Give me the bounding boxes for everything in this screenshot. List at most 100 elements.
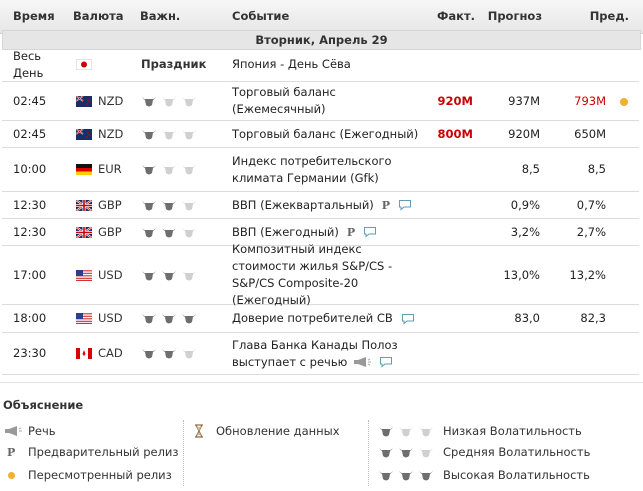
legend-item: Средняя Волатильность xyxy=(378,443,590,461)
currency-code: GBP xyxy=(98,197,122,212)
flag-icon xyxy=(76,95,92,107)
legend-icon xyxy=(378,425,443,438)
importance xyxy=(141,192,221,218)
volatility-icons xyxy=(141,226,197,239)
event-row: 23:30 CAD Глава Банка Канады Полоз выступа… xyxy=(2,333,639,375)
event-row: 10:00 EUR Индекс потребительского климата … xyxy=(2,148,639,192)
volatility-icons xyxy=(141,347,197,360)
event-name: Доверие потребителей CB xyxy=(232,311,393,325)
volatility-icons xyxy=(141,163,197,176)
currency-code: USD xyxy=(98,311,123,325)
bull-icon xyxy=(142,313,156,324)
time: 10:00 xyxy=(13,162,47,176)
bull-icon xyxy=(399,425,413,436)
column-header: Важн. xyxy=(140,9,181,23)
legend-label: Низкая Волатильность xyxy=(443,424,582,438)
legend-label: Предварительный релиз xyxy=(28,445,179,459)
flag-icon xyxy=(76,226,92,238)
legend-label: Средняя Волатильность xyxy=(443,445,591,459)
bull-icon xyxy=(419,425,433,436)
forecast: 920M xyxy=(508,126,540,141)
table-header: Время Валюта Важн. Событие Факт. Прогноз Пред. xyxy=(0,0,643,34)
event-text: Торговый баланс (Ежемесячный) xyxy=(232,84,427,118)
event-row: 02:45 NZD Торговый баланс (Ежегодный) 800M 9… xyxy=(2,121,639,148)
currency: USD xyxy=(76,305,136,332)
bull-icon xyxy=(182,199,196,210)
currency: NZD xyxy=(76,82,136,120)
legend-item: Пересмотренный релиз xyxy=(4,466,172,484)
event: Композитный индекс стоимости жилья S&P/C… xyxy=(232,242,427,307)
event-text: Япония - День Сёва xyxy=(232,56,351,73)
flag-icon xyxy=(76,59,92,70)
previous: 8,5 xyxy=(587,162,606,176)
volatility-icons xyxy=(141,95,197,108)
forecast: 83,0 xyxy=(514,311,540,325)
currency-code: GBP xyxy=(98,224,122,239)
event-text: Индекс потребительского климата Германии… xyxy=(232,153,427,187)
event: Япония - День Сёва xyxy=(232,48,427,81)
flag-icon xyxy=(76,348,92,359)
event-name: Индекс потребительского климата Германии… xyxy=(232,153,392,185)
bull-icon xyxy=(399,469,413,480)
legend-rule xyxy=(0,382,643,383)
legend-icon xyxy=(378,469,443,482)
event-text: Торговый баланс (Ежегодный) xyxy=(232,126,418,143)
bull-icon xyxy=(182,226,196,237)
event: Доверие потребителей CB xyxy=(232,305,427,332)
bull-icon xyxy=(142,95,156,106)
bull-icon xyxy=(142,269,156,280)
time: 02:45 xyxy=(13,126,47,141)
event: Торговый баланс (Ежегодный) xyxy=(232,121,427,147)
legend-divider xyxy=(183,420,184,486)
event-text: Глава Банка Канады Полоз выступает с реч… xyxy=(232,337,427,371)
currency-code: NZD xyxy=(98,93,124,108)
forecast: 937M xyxy=(508,93,540,108)
legend-icon xyxy=(192,424,216,438)
importance xyxy=(141,246,221,304)
legend-icon: P xyxy=(4,446,28,459)
forecast: 8,5 xyxy=(521,162,540,176)
event-name: Глава Банка Канады Полоз выступает с реч… xyxy=(232,337,398,369)
column-header: Событие xyxy=(232,9,290,23)
volatility-icons xyxy=(141,128,197,141)
legend-item: Низкая Волатильность xyxy=(378,422,582,440)
actual: 800M xyxy=(437,126,473,141)
legend-item: P Предварительный релиз xyxy=(4,443,179,461)
volatility-icons xyxy=(378,425,434,438)
bull-icon xyxy=(142,226,156,237)
volatility-icons xyxy=(141,269,197,282)
actual: 920M xyxy=(437,93,473,108)
volatility-icons xyxy=(141,199,197,212)
bull-icon xyxy=(142,164,156,175)
time: 02:45 xyxy=(13,93,47,108)
flag-icon xyxy=(76,199,92,211)
preliminary-mark: P xyxy=(381,198,391,212)
legend-label: Обновление данных xyxy=(216,424,340,438)
event-row: 17:00 USD Композитный индекс стоимости жил… xyxy=(2,242,639,307)
event-icons: P xyxy=(374,197,412,214)
date-row: Вторник, Апрель 29 xyxy=(2,30,641,50)
importance xyxy=(141,305,221,332)
bull-icon xyxy=(182,128,196,139)
bull-icon xyxy=(162,226,176,237)
time: 17:00 xyxy=(13,267,47,282)
bull-icon xyxy=(142,128,156,139)
time: 12:30 xyxy=(13,197,47,212)
currency-code: USD xyxy=(98,267,123,282)
event-name: ВВП (Ежегодный) xyxy=(232,224,339,239)
currency xyxy=(76,48,136,81)
currency: USD xyxy=(76,246,136,304)
legend-icon xyxy=(4,471,28,479)
time: Весь День xyxy=(13,48,44,80)
time: 12:30 xyxy=(13,224,47,239)
speech-icon xyxy=(354,357,372,367)
currency: GBP xyxy=(76,192,136,218)
bull-icon xyxy=(162,164,176,175)
currency-code: CAD xyxy=(98,346,123,360)
legend-title: Объяснение xyxy=(3,398,84,412)
legend-label: Пересмотренный релиз xyxy=(28,468,172,482)
currency: NZD xyxy=(76,121,136,147)
event: ВВП (Ежегодный) P xyxy=(232,219,427,245)
currency: EUR xyxy=(76,148,136,191)
